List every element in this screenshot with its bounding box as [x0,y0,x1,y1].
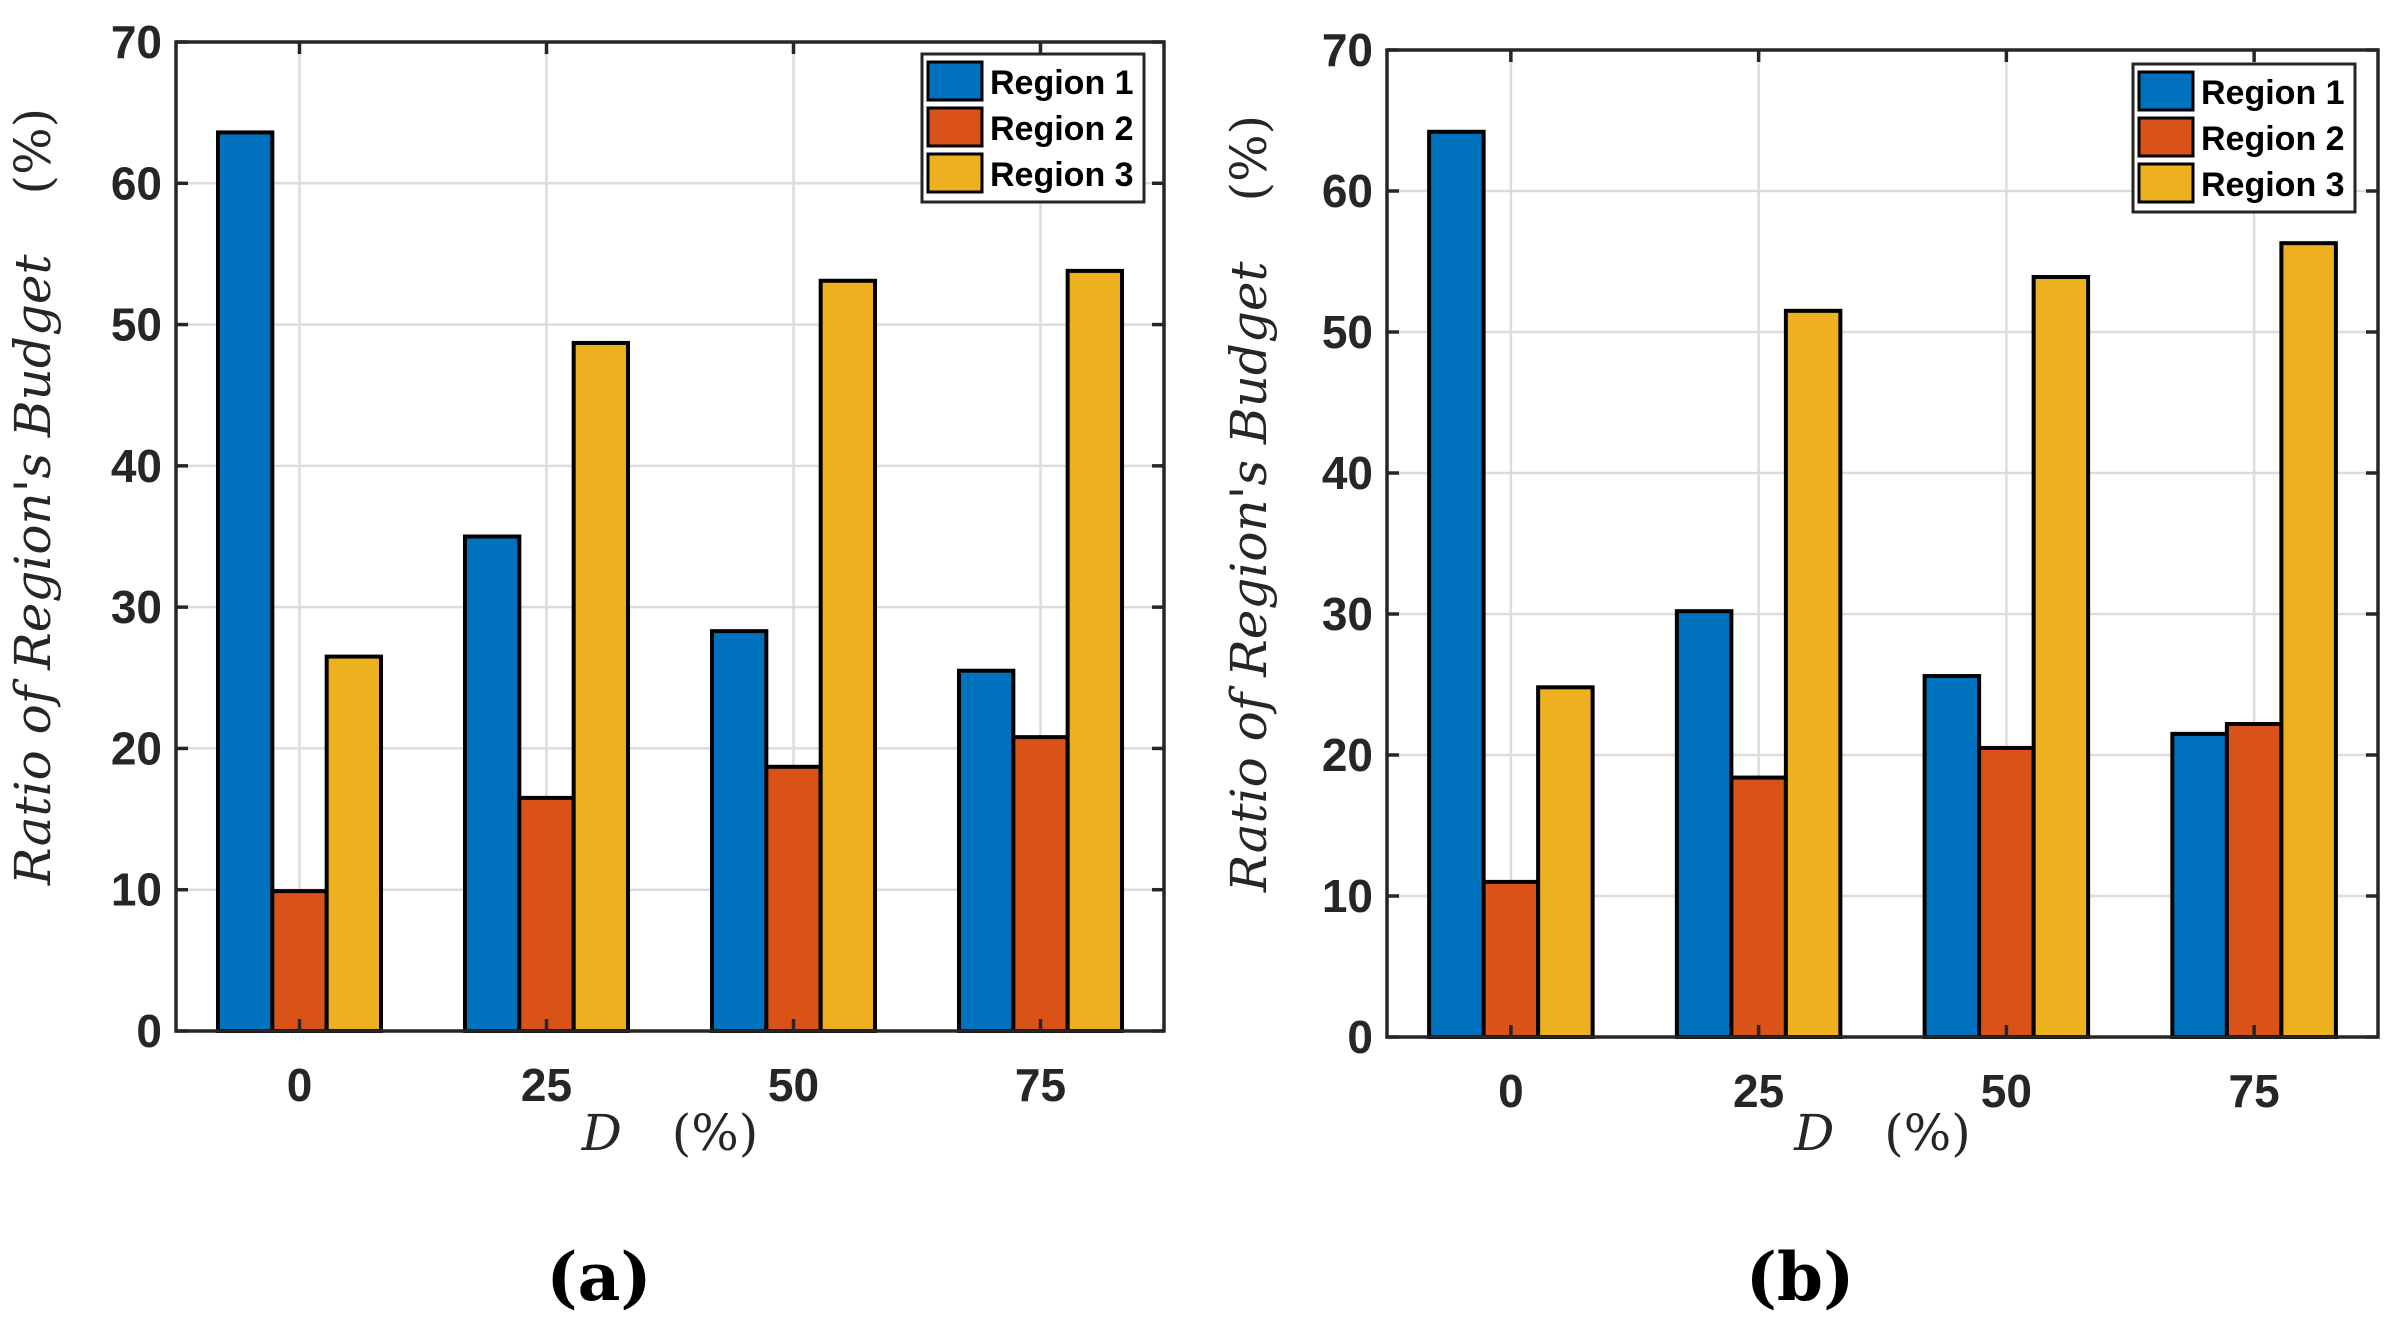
bar-region-3-25 [1783,308,1843,1040]
y-axis-variable: Ratio of Region's Budget [1220,261,1278,894]
x-tick-label: 75 [1015,1059,1066,1111]
bar-region-3-0 [1536,685,1595,1039]
x-tick-label: 25 [1733,1065,1784,1117]
panel-label: (b) [1746,1238,1855,1316]
legend-swatch-3 [2137,162,2195,204]
x-tick-label: 0 [1498,1065,1524,1117]
legend-label-2: Region 2 [2201,120,2345,158]
y-tick-label: 10 [111,864,162,916]
y-tick-label: 70 [111,16,162,68]
legend-swatch-2 [2137,116,2195,158]
x-axis-unit: (%) [672,1104,759,1162]
legend-label-1: Region 1 [990,64,1134,102]
bar-region-1-0 [215,130,275,1033]
y-tick-label: 40 [1322,447,1373,499]
x-tick-label: 25 [521,1059,572,1111]
legend-swatch-2 [926,106,984,148]
x-axis-unit: (%) [1884,1104,1971,1162]
y-tick-label: 50 [111,299,162,351]
y-axis-unit: (%) [1220,115,1278,202]
bar-region-1-0 [1427,129,1486,1039]
x-tick-label: 50 [768,1059,819,1111]
bar-region-3-50 [818,278,878,1034]
legend-swatch-1 [926,60,984,102]
x-axis-label: D (%) [1793,1104,1971,1162]
bar-region-1-25 [462,534,522,1033]
panel-label: (a) [546,1238,651,1316]
bar-region-2-50 [764,764,823,1033]
x-tick-label: 50 [1981,1065,2032,1117]
y-tick-label: 60 [111,157,162,209]
legend-swatch-1 [2137,70,2195,112]
bar-region-1-75 [956,668,1016,1033]
legend-label-1: Region 1 [2201,74,2345,112]
bar-region-1-50 [1922,674,1982,1039]
legend-label-3: Region 3 [2201,166,2345,204]
y-tick-label: 20 [1322,729,1373,781]
y-tick-label: 40 [111,440,162,492]
y-tick-label: 60 [1322,165,1373,217]
x-axis-label: D (%) [581,1104,759,1162]
x-axis-variable: D [581,1104,622,1162]
bar-region-3-0 [324,654,384,1033]
bar-region-2-25 [1729,775,1788,1039]
bar-region-1-50 [709,629,769,1033]
bar-region-3-75 [1065,268,1125,1033]
bar-region-3-75 [2279,241,2338,1040]
bar-region-2-50 [1977,745,2036,1039]
bar-region-1-25 [1674,609,1734,1039]
y-tick-label: 0 [136,1005,162,1057]
y-axis-label: Ratio of Region's Budget (%) [1220,115,1278,893]
x-axis-variable: D [1793,1104,1834,1162]
legend-swatch-3 [926,152,984,194]
y-axis-label: Ratio of Region's Budget (%) [4,108,62,886]
y-tick-label: 0 [1347,1011,1373,1063]
bar-region-3-25 [571,340,631,1033]
axes-box [174,40,1166,1033]
y-tick-label: 10 [1322,870,1373,922]
bar-region-2-0 [1481,879,1541,1040]
x-tick-label: 75 [2229,1065,2280,1117]
bar-region-2-75 [1011,735,1070,1034]
bar-region-2-0 [270,889,329,1033]
y-tick-label: 30 [1322,588,1373,640]
y-tick-label: 70 [1322,24,1373,76]
bar-region-1-75 [2170,731,2229,1039]
legend-label-2: Region 2 [990,110,1134,148]
axes-box [1385,48,2380,1039]
legend-label-3: Region 3 [990,156,1134,194]
bar-region-2-75 [2224,721,2284,1039]
x-tick-label: 0 [287,1059,313,1111]
y-tick-label: 50 [1322,306,1373,358]
bar-region-2-25 [517,795,576,1034]
y-tick-label: 30 [111,581,162,633]
y-axis-unit: (%) [4,108,62,195]
bar-region-3-50 [2031,275,2091,1039]
y-axis-variable: Ratio of Region's Budget [4,254,62,887]
y-tick-label: 20 [111,722,162,774]
